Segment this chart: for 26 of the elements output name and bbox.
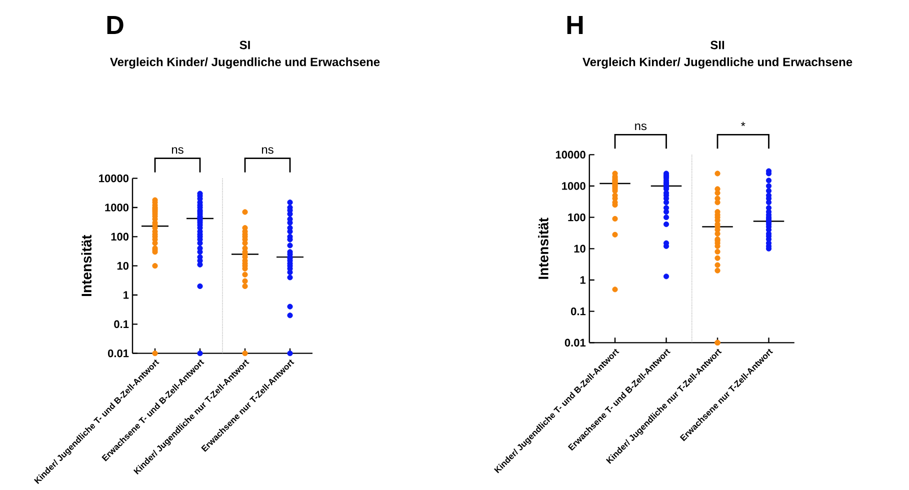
text: ns xyxy=(262,147,274,154)
y-tick-label: 0.01 xyxy=(564,338,586,347)
text: D xyxy=(107,16,124,34)
y-axis-title: Intensität xyxy=(538,218,548,279)
chart-title: SII xyxy=(710,40,724,50)
y-tick-label: 1 xyxy=(124,291,129,299)
chart-subtitle: Vergleich Kinder/ Jugendliche und Erwachsene xyxy=(582,57,852,69)
y-tick-label: 10 xyxy=(117,262,129,270)
y-axis-title: Intensität xyxy=(81,234,92,296)
y-tick-label: 10 xyxy=(574,244,586,253)
y-tick-label: 10000 xyxy=(99,174,129,182)
chart-subtitle: Vergleich Kinder/ Jugendliche und Erwachsene xyxy=(110,57,380,69)
y-tick-label: 1000 xyxy=(562,182,586,190)
text: ns xyxy=(635,124,647,130)
chart-title: SI xyxy=(240,40,250,50)
text: H xyxy=(567,16,583,34)
y-tick-label: 100 xyxy=(568,213,586,222)
y-tick-label: 0.01 xyxy=(108,349,129,358)
text: * xyxy=(740,122,746,126)
y-tick-label: 0.1 xyxy=(571,307,586,316)
text: ns xyxy=(172,147,184,154)
y-tick-label: 1000 xyxy=(105,204,129,212)
y-tick-label: 10000 xyxy=(556,150,586,159)
y-tick-label: 100 xyxy=(111,232,129,241)
y-tick-label: 1 xyxy=(580,276,586,284)
y-tick-label: 0.1 xyxy=(114,320,129,328)
